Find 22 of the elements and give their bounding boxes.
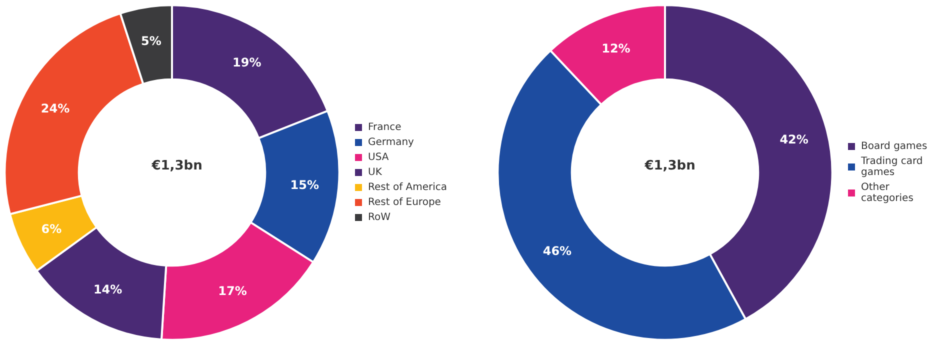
legend-label: Germany — [368, 137, 414, 148]
legend-label: UK — [368, 167, 382, 178]
legend-label: Trading card games — [860, 156, 926, 178]
data-label: 5% — [140, 34, 162, 48]
legend-label: Rest of America — [368, 182, 448, 193]
legend-label: Rest of Europe — [368, 197, 441, 208]
data-label: 17% — [218, 284, 247, 298]
data-label: 46% — [542, 244, 572, 258]
data-label: 19% — [232, 55, 262, 70]
legend-label: USA — [368, 152, 389, 163]
text: €1,3bn — [644, 158, 696, 174]
data-label: 42% — [780, 132, 808, 146]
data-label: 24% — [40, 101, 70, 116]
data-label: 14% — [93, 282, 122, 296]
data-label: 12% — [602, 42, 630, 56]
data-label: 15% — [290, 178, 320, 192]
legend-label: RoW — [368, 212, 391, 223]
legend-label: Other categories — [861, 182, 914, 204]
legend-label: Board games — [861, 141, 928, 152]
text: €1,3bn — [150, 158, 202, 174]
legend-label: France — [368, 122, 402, 133]
data-label: 6% — [41, 222, 62, 236]
